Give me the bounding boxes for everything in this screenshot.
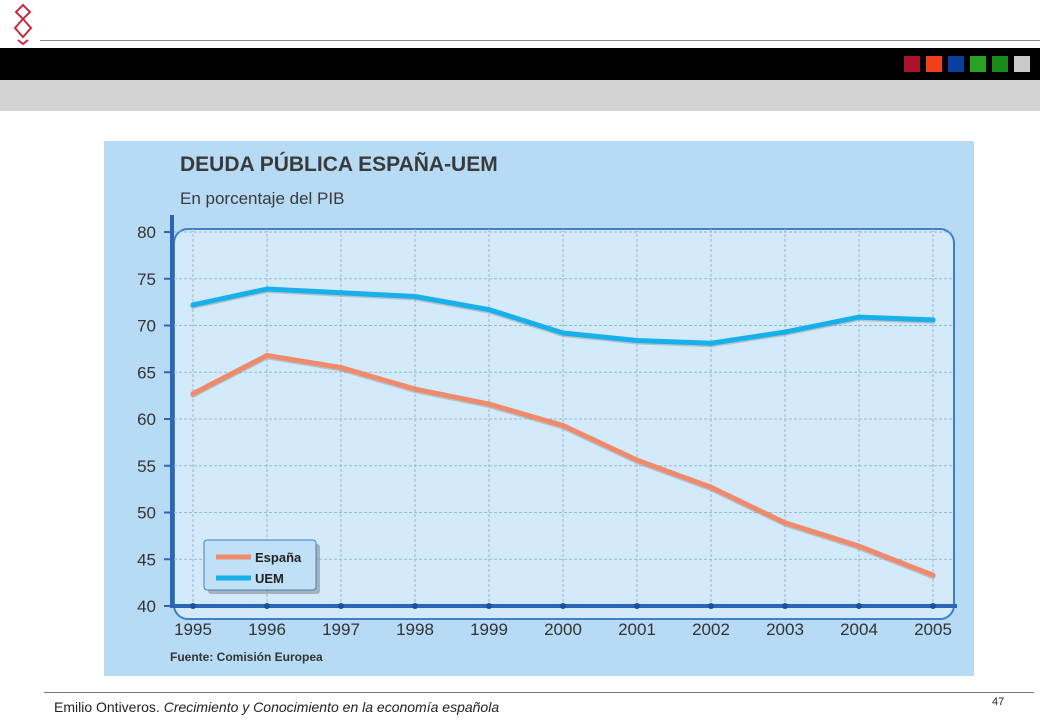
data-point — [634, 337, 640, 343]
x-tick-label: 2002 — [692, 620, 730, 639]
footer-author: Emilio Ontiveros. — [54, 699, 164, 715]
data-point — [708, 340, 714, 346]
x-tick — [708, 603, 714, 609]
header-black-bar — [0, 48, 1040, 80]
data-point — [486, 401, 492, 407]
footer-rule — [44, 692, 1034, 693]
x-tick — [634, 603, 640, 609]
x-tick-label: 2003 — [766, 620, 804, 639]
data-point — [634, 457, 640, 463]
data-point — [930, 572, 936, 578]
x-tick-label: 1999 — [470, 620, 508, 639]
x-tick-label: 2001 — [618, 620, 656, 639]
data-point — [782, 520, 788, 526]
data-point — [708, 484, 714, 490]
data-point — [486, 307, 492, 313]
x-tick — [856, 603, 862, 609]
footer-book-title: Crecimiento y Conocimiento en la economí… — [163, 699, 500, 715]
data-point — [338, 290, 344, 296]
x-tick — [412, 603, 418, 609]
data-point — [412, 294, 418, 300]
data-point — [264, 286, 270, 292]
chart-title: DEUDA PÚBLICA ESPAÑA-UEM — [180, 153, 498, 176]
data-point — [560, 423, 566, 429]
color-square — [926, 56, 942, 72]
y-tick-label: 70 — [137, 317, 156, 336]
data-point — [338, 365, 344, 371]
y-tick-label: 50 — [137, 504, 156, 523]
y-tick-label: 55 — [137, 457, 156, 476]
x-tick-label: 1997 — [322, 620, 360, 639]
x-tick-label: 2005 — [914, 620, 952, 639]
x-tick — [264, 603, 270, 609]
y-tick-label: 40 — [137, 597, 156, 616]
color-square — [948, 56, 964, 72]
legend-label: España — [255, 550, 302, 565]
color-square — [1014, 56, 1030, 72]
chart-figure: DEUDA PÚBLICA ESPAÑA-UEM En porcentaje d… — [104, 141, 974, 676]
x-tick-label: 2004 — [840, 620, 878, 639]
page-number: 47 — [992, 696, 1005, 708]
data-point — [782, 329, 788, 335]
data-point — [190, 391, 196, 397]
y-tick-label: 45 — [137, 550, 156, 569]
data-point — [856, 314, 862, 320]
x-tick-label: 1996 — [248, 620, 286, 639]
color-square — [992, 56, 1008, 72]
y-tick-label: 65 — [137, 363, 156, 382]
data-point — [412, 386, 418, 392]
header-rule — [40, 40, 1040, 41]
data-point — [930, 317, 936, 323]
x-tick-label: 1995 — [174, 620, 212, 639]
color-square — [904, 56, 920, 72]
y-tick-label: 60 — [137, 410, 156, 429]
data-point — [560, 330, 566, 336]
x-tick — [930, 603, 936, 609]
line-chart: 40 45 50 55 60 65 70 75 80 1995 1996 1997 1998 1999 20… — [137, 215, 957, 639]
chart-source: Fuente: Comisión Europea — [170, 650, 323, 664]
x-tick — [338, 603, 344, 609]
x-tick — [486, 603, 492, 609]
x-tick-label: 1998 — [396, 620, 434, 639]
chart-subtitle: En porcentaje del PIB — [180, 189, 345, 208]
x-tick-label: 2000 — [544, 620, 582, 639]
y-tick-label: 80 — [137, 223, 156, 242]
legend-label: UEM — [255, 571, 284, 586]
y-tick-label: 75 — [137, 270, 156, 289]
color-square — [970, 56, 986, 72]
data-point — [264, 352, 270, 358]
footer-citation: Emilio Ontiveros. Crecimiento y Conocimi… — [54, 699, 499, 715]
header-gray-bar — [0, 80, 1040, 111]
x-tick — [190, 603, 196, 609]
x-tick — [782, 603, 788, 609]
x-tick — [560, 603, 566, 609]
data-point — [190, 302, 196, 308]
data-point — [856, 543, 862, 549]
logo-icon — [13, 3, 33, 46]
